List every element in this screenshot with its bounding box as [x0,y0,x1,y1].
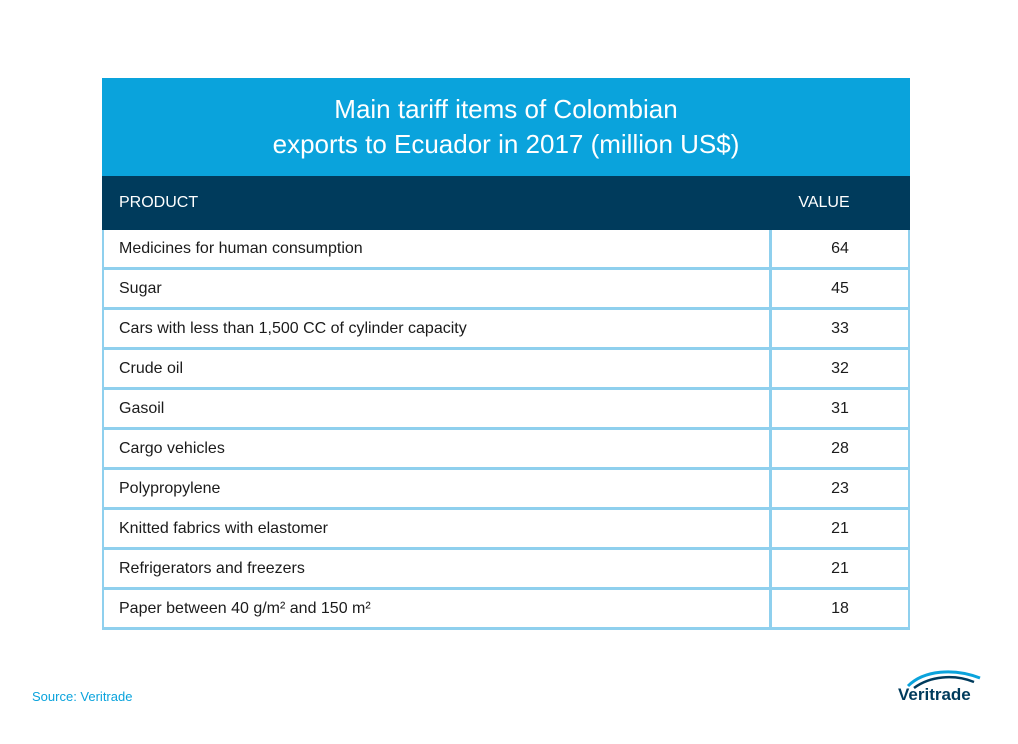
product-cell: Crude oil [104,350,772,387]
value-cell: 32 [772,350,910,387]
title-line-2: exports to Ecuador in 2017 (million US$) [272,129,740,159]
product-cell: Gasoil [104,390,772,427]
table-row: Cars with less than 1,500 CC of cylinder… [104,310,910,350]
value-cell: 33 [772,310,910,347]
value-cell: 28 [772,430,910,467]
data-table: Main tariff items of Colombian exports t… [102,78,910,630]
product-cell: Paper between 40 g/m² and 150 m² [104,590,772,627]
column-header-value: VALUE [798,194,850,211]
product-cell: Sugar [104,270,772,307]
value-cell: 45 [772,270,910,307]
logo-swoosh-icon [906,670,981,690]
table-row: Medicines for human consumption 64 [104,230,910,270]
table-row: Sugar 45 [104,270,910,310]
table-header: PRODUCT VALUE [102,176,910,230]
table-row: Paper between 40 g/m² and 150 m² 18 [104,590,910,630]
table-row: Cargo vehicles 28 [104,430,910,470]
table-row: Polypropylene 23 [104,470,910,510]
value-cell: 23 [772,470,910,507]
veritrade-logo: Veritrade [898,668,994,716]
product-cell: Medicines for human consumption [104,230,772,267]
product-cell: Knitted fabrics with elastomer [104,510,772,547]
product-cell: Cargo vehicles [104,430,772,467]
table-row: Knitted fabrics with elastomer 21 [104,510,910,550]
product-cell: Cars with less than 1,500 CC of cylinder… [104,310,772,347]
product-cell: Polypropylene [104,470,772,507]
column-header-product: PRODUCT [119,194,199,211]
table-row: Gasoil 31 [104,390,910,430]
value-cell: 64 [772,230,910,267]
value-cell: 21 [772,550,910,587]
value-cell: 31 [772,390,910,427]
logo-wordmark: Veritrade [898,685,971,704]
product-cell: Refrigerators and freezers [104,550,772,587]
table-row: Crude oil 32 [104,350,910,390]
table-title: Main tariff items of Colombian exports t… [102,78,910,176]
table-body: Medicines for human consumption 64 Sugar 45… [102,230,910,630]
table-row: Refrigerators and freezers 21 [104,550,910,590]
source-note: Source: Veritrade [32,689,133,704]
value-cell: 21 [772,510,910,547]
value-cell: 18 [772,590,910,627]
title-line-1: Main tariff items of Colombian [334,94,678,124]
